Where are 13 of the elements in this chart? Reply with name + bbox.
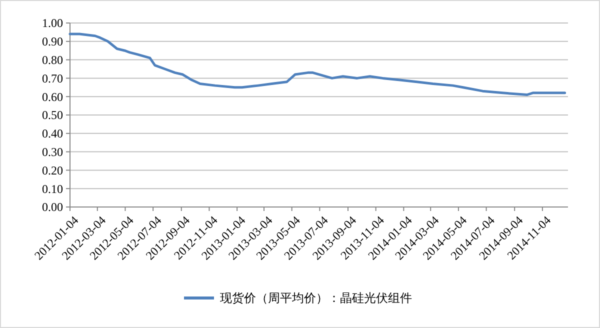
legend-label: 现货价（周平均价）：晶硅光伏组件 (220, 291, 412, 306)
y-tick-label: 0.50 (42, 108, 63, 122)
y-tick-label: 0.60 (42, 90, 63, 104)
y-tick-label: 0.00 (42, 200, 63, 214)
y-tick-label: 0.90 (42, 34, 63, 49)
y-tick-label: 0.80 (42, 53, 63, 67)
y-tick-label: 0.10 (42, 182, 63, 196)
line-series (68, 32, 566, 96)
y-tick-label: 0.30 (42, 145, 63, 159)
y-tick-label: 0.20 (42, 163, 63, 178)
y-tick-label: 0.40 (42, 126, 63, 141)
y-tick-label: 0.70 (42, 71, 63, 86)
y-tick-label: 1.00 (42, 16, 63, 30)
